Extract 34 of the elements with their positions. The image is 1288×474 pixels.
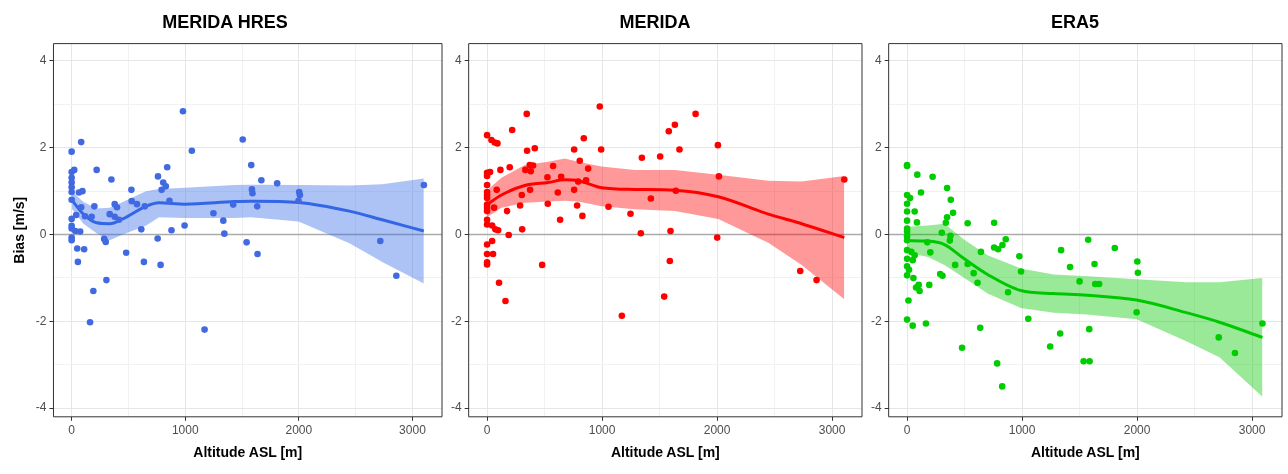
y-tick-label: -4 bbox=[451, 400, 462, 415]
x-tick-label: 0 bbox=[903, 423, 911, 438]
x-tick-label: 0 bbox=[483, 423, 491, 438]
y-tick-label: 2 bbox=[454, 140, 462, 155]
x-tick-label: 2000 bbox=[285, 423, 313, 438]
x-tick-label: 1000 bbox=[171, 423, 199, 438]
x-tick-label: 3000 bbox=[399, 423, 427, 438]
y-tick-label: 0 bbox=[454, 226, 462, 241]
y-tick-label: -2 bbox=[35, 313, 47, 328]
y-tick-label: -4 bbox=[35, 400, 47, 415]
chart-title: MERIDA bbox=[619, 11, 691, 32]
y-tick-label: 0 bbox=[39, 226, 47, 241]
x-axis-title: Altitude ASL [m] bbox=[610, 444, 720, 461]
x-tick-label: 2000 bbox=[1123, 423, 1151, 438]
y-tick-label: 2 bbox=[39, 140, 47, 155]
chart-title: MERIDA HRES bbox=[162, 11, 288, 32]
x-tick-label: 1000 bbox=[588, 423, 616, 438]
y-tick-label: 0 bbox=[874, 226, 882, 241]
x-axis-title: Altitude ASL [m] bbox=[1030, 444, 1140, 461]
x-axis-title: Altitude ASL [m] bbox=[193, 444, 303, 461]
y-axis-title: Bias [m/s] bbox=[11, 196, 28, 264]
x-tick-label: 1000 bbox=[1008, 423, 1036, 438]
x-tick-label: 0 bbox=[68, 423, 76, 438]
chart-title: ERA5 bbox=[1050, 11, 1100, 32]
y-tick-label: 4 bbox=[874, 53, 882, 68]
y-tick-label: 4 bbox=[454, 53, 462, 68]
y-tick-label: 4 bbox=[39, 53, 47, 68]
x-tick-label: 2000 bbox=[703, 423, 731, 438]
y-tick-label: -2 bbox=[451, 313, 462, 328]
x-tick-label: 3000 bbox=[1238, 423, 1266, 438]
y-tick-label: 2 bbox=[874, 140, 882, 155]
y-tick-label: -2 bbox=[871, 313, 882, 328]
x-tick-label: 3000 bbox=[818, 423, 846, 438]
y-tick-label: -4 bbox=[871, 400, 882, 415]
